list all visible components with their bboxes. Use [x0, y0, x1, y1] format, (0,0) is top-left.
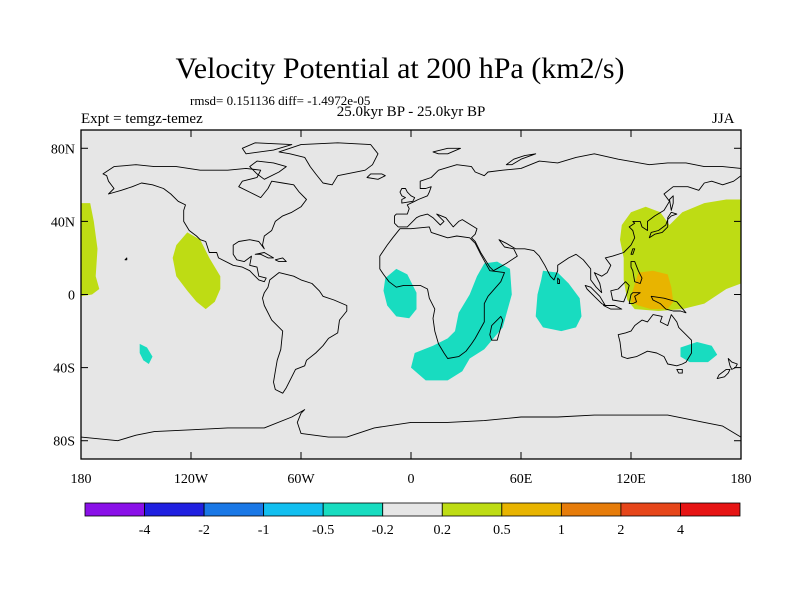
stats-label: rmsd= 0.151136 diff= -1.4972e-05 [190, 93, 371, 108]
x-tick-label: 60W [287, 472, 315, 487]
colorbar-label: -2 [198, 523, 210, 538]
coastline-antarctica [81, 409, 741, 442]
coastline-java [603, 305, 623, 310]
period-label: 25.0kyr BP - 25.0kyr BP [336, 104, 486, 120]
coastline-new-zealand-south [716, 368, 731, 380]
colorbar-box [441, 502, 503, 517]
y-tick-label: 40S [53, 362, 75, 377]
coastline-sakhalin [669, 195, 674, 211]
experiment-label: Expt = temgz-temez [81, 111, 203, 127]
season-label: JJA [712, 111, 735, 127]
colorbar-label: 4 [677, 523, 684, 538]
region-south-pacific-negative [139, 343, 153, 364]
region-maritime-continent-strong [631, 270, 674, 310]
map-axes: 180 120W 60W 0 60E 120E 180 80N 40N 0 40S 80S [51, 130, 752, 487]
colorbar-box [322, 502, 384, 517]
region-indian-ocean-negative [535, 270, 582, 332]
colorbar-label: 1 [558, 523, 565, 538]
colorbar-label: -0.2 [372, 523, 394, 538]
coastline-north-america [102, 164, 307, 283]
region-africa-negative [411, 261, 512, 381]
coastline-svalbard [432, 147, 461, 155]
coastline-borneo [610, 281, 630, 303]
map-plot-area [80, 129, 742, 460]
colorbar-label: -1 [258, 523, 270, 538]
region-east-pacific-positive-b [172, 232, 221, 310]
coastline-madagascar [489, 315, 504, 341]
colorbar-box [203, 502, 265, 517]
coastline-japan [648, 211, 678, 239]
coastline-novaya-zemlya [505, 153, 537, 166]
colorbar-box [501, 502, 562, 517]
y-tick-label: 80S [53, 435, 75, 450]
y-tick-label: 80N [51, 142, 75, 157]
y-tick-label: 0 [68, 289, 75, 304]
coastline-baffin-island [249, 160, 287, 180]
coastline-ellesmere [241, 142, 293, 155]
colorbar-box [620, 502, 681, 517]
coastline-south-america [262, 272, 348, 394]
coastline-new-guinea [650, 295, 687, 314]
coastline-sri-lanka [557, 277, 560, 284]
x-tick-label: 0 [408, 472, 415, 487]
region-atlantic-negative [383, 268, 417, 319]
coastline-australia [617, 314, 692, 367]
x-tick-label: 180 [71, 472, 92, 487]
coastline-greenland [278, 142, 379, 186]
map-content [81, 142, 741, 442]
coastline-sulawesi [628, 292, 641, 305]
chart-title: Velocity Potential at 200 hPa (km2/s) [175, 52, 625, 85]
colorbar: -4 -2 -1 -0.5 -0.2 0.2 0.5 1 2 4 [84, 502, 741, 538]
region-east-pacific-positive-a [81, 203, 100, 297]
coastline-hispaniola [274, 257, 287, 263]
colorbar-label: -4 [139, 523, 151, 538]
colorbar-label: 0.5 [493, 523, 511, 538]
y-tick-label: 40N [51, 215, 75, 230]
coastline-taiwan [630, 248, 636, 255]
colorbar-box [84, 502, 145, 517]
colorbar-box [382, 502, 443, 517]
coastline-cuba [254, 252, 274, 259]
colorbar-label: -0.5 [312, 523, 334, 538]
coastline-cape-york-tasmania [676, 368, 683, 374]
colorbar-box [144, 502, 205, 517]
colorbar-label: 2 [617, 523, 624, 538]
colorbar-box [263, 502, 324, 517]
region-tasman-negative [680, 342, 718, 363]
x-tick-label: 120E [616, 472, 646, 487]
coastline-uk [399, 188, 416, 204]
x-tick-label: 60E [510, 472, 533, 487]
coastline-hawaii [124, 257, 128, 261]
coastline-sumatra [584, 284, 606, 306]
x-tick-label: 120W [174, 472, 209, 487]
x-tick-label: 180 [731, 472, 752, 487]
colorbar-box [560, 502, 622, 517]
coastline-eurasia [394, 153, 741, 294]
coastline-philippines [630, 261, 643, 284]
colorbar-label: 0.2 [434, 523, 452, 538]
coastline-iceland [366, 173, 386, 180]
coastline-africa [379, 226, 505, 359]
colorbar-box [680, 502, 741, 517]
